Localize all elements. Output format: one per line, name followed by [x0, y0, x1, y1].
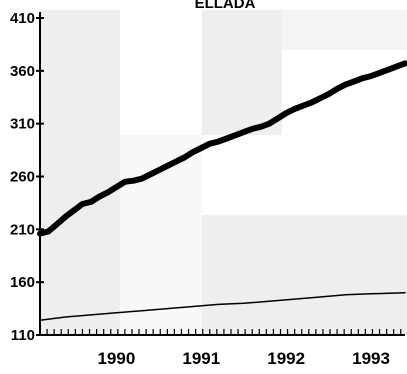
- series-line-2: [39, 291, 406, 321]
- y-tick-label: 310: [10, 116, 35, 133]
- series-line-1: [37, 60, 407, 237]
- x-tick-label: 1993: [352, 349, 390, 368]
- y-axis-ticks: 410 360 310 260 210 160 110: [10, 10, 44, 344]
- y-tick-label: 160: [10, 274, 35, 291]
- y-tick-label: 410: [10, 10, 35, 27]
- x-tick-label: 1991: [182, 349, 220, 368]
- y-tick-label: 260: [10, 169, 35, 186]
- y-tick-label: 210: [10, 221, 35, 238]
- x-tick-label: 1992: [267, 349, 305, 368]
- background-panel: [202, 215, 407, 335]
- x-tick-label: 1990: [97, 349, 135, 368]
- background-panel: [202, 10, 282, 135]
- background-panel: [282, 10, 407, 50]
- chart-title: ELLADA: [195, 0, 256, 12]
- y-tick-label: 110: [11, 327, 35, 344]
- y-tick-label: 360: [10, 63, 35, 80]
- background-panel: [40, 10, 120, 335]
- background-panel: [120, 135, 202, 335]
- series-group: [37, 60, 407, 321]
